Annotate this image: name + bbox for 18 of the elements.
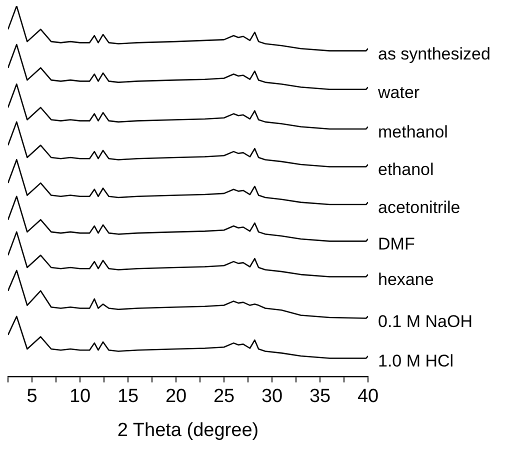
- series-label: 1.0 M HCl: [378, 352, 454, 371]
- x-tick-label: 30: [261, 386, 283, 408]
- x-tick-label: 35: [309, 386, 331, 408]
- series-label: ethanol: [378, 160, 434, 180]
- series-label: DMF: [378, 234, 415, 254]
- x-axis-title: 2 Theta (degree): [117, 420, 259, 441]
- x-tick-label: 10: [69, 386, 91, 408]
- x-tick-label: 15: [117, 386, 139, 408]
- x-tick-label: 5: [26, 386, 38, 408]
- x-tick-label: 25: [213, 386, 235, 408]
- series-label: as synthesized: [378, 44, 490, 64]
- series-label: 0.1 M NaOH: [378, 312, 472, 332]
- series-label: hexane: [378, 270, 434, 290]
- x-tick-label: 40: [357, 386, 379, 408]
- series-label: water: [377, 82, 420, 102]
- series-label: acetonitrile: [378, 198, 460, 217]
- x-tick-label: 20: [165, 386, 187, 408]
- series-label: methanol: [378, 122, 448, 142]
